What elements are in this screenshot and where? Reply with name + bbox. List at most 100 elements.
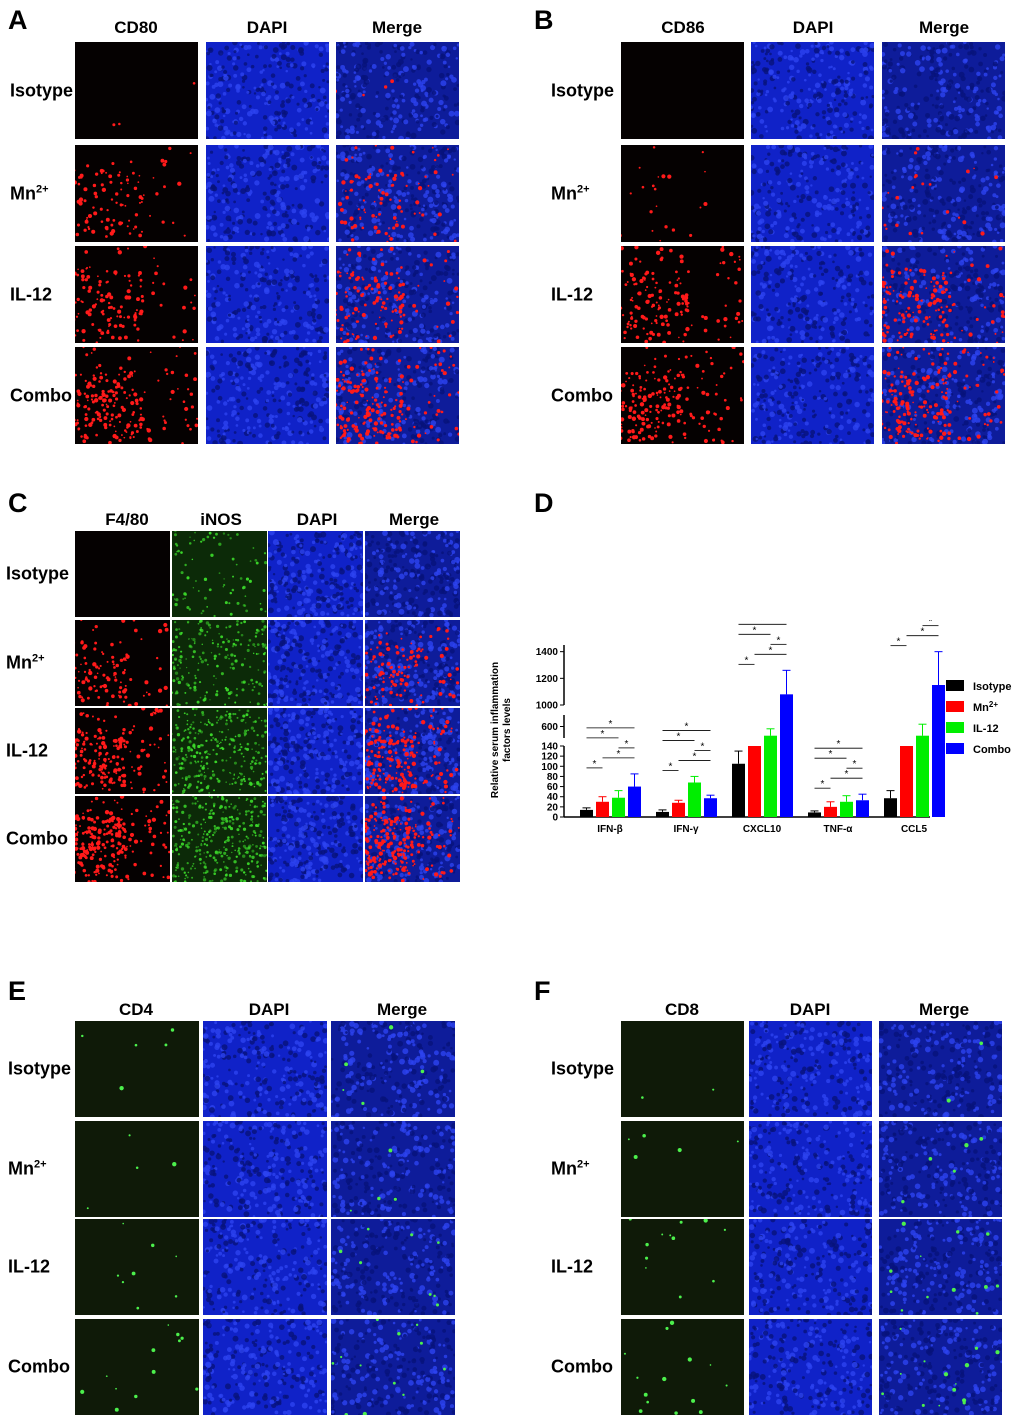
micrograph-dapi-isotype (206, 42, 329, 139)
bar (656, 811, 669, 817)
micrograph-dapi-isotype (268, 531, 363, 617)
micrograph-dapi-combo (203, 1319, 327, 1415)
micrograph-dapi-combo (206, 347, 329, 444)
significance-star: * (837, 739, 841, 750)
significance-star: * (929, 620, 933, 628)
micrograph-dapi-il-12 (751, 246, 874, 343)
y-tick-label: 40 (547, 792, 559, 803)
micrograph-dapi-combo (751, 347, 874, 444)
legend-swatch (946, 743, 964, 754)
y-tick-label: 1200 (536, 674, 559, 685)
column-header: DAPI (792, 18, 834, 37)
micrograph-cd86-il-12 (621, 246, 744, 343)
bar (596, 801, 609, 817)
y-tick-label: 100 (541, 762, 558, 773)
y-tick-label: 1000 (536, 701, 559, 712)
micrograph-merge-il-12 (879, 1219, 1002, 1315)
micrograph-cd4-isotype (75, 1021, 199, 1117)
significance-star: * (617, 749, 621, 760)
micrograph-dapi-mn (751, 145, 874, 242)
row-label: Combo (551, 1356, 613, 1377)
micrograph-cd86-combo (621, 347, 744, 444)
significance-star: * (761, 620, 765, 626)
y-axis-label: Relative serum inflammationfactors level… (490, 662, 513, 798)
micrograph-cd86-isotype (621, 42, 744, 139)
panel-letter-b: B (534, 5, 554, 35)
micrograph-merge-combo (331, 1319, 455, 1415)
row-label: Mn2+ (8, 1158, 47, 1179)
bar (840, 801, 853, 817)
row-label: Isotype (8, 1058, 72, 1079)
micrograph-f480-mn (75, 620, 170, 706)
micrograph-dapi-il-12 (203, 1219, 327, 1315)
significance-star: * (921, 627, 925, 638)
significance-star: * (669, 761, 673, 772)
micrograph-cd86-mn (621, 145, 744, 242)
significance-star: * (821, 779, 825, 790)
column-header: DAPI (296, 510, 338, 529)
row-label: Mn2+ (551, 183, 590, 203)
micrograph-f480-il-12 (75, 708, 170, 794)
micrograph-merge-combo (879, 1319, 1002, 1415)
micrograph-inos-isotype (172, 531, 267, 617)
micrograph-merge-combo (336, 347, 459, 444)
micrograph-dapi-il-12 (268, 708, 363, 794)
y-tick-label: 120 (541, 752, 558, 763)
legend-swatch (946, 722, 964, 733)
significance-star: * (685, 721, 689, 732)
panel-letter-c: C (8, 488, 28, 518)
micrograph-cd8-combo (621, 1319, 744, 1415)
column-header: Merge (376, 1000, 428, 1019)
column-header: Merge (388, 510, 440, 529)
micrograph-cd8-il-12 (621, 1219, 744, 1315)
significance-star: * (677, 731, 681, 742)
row-label: Isotype (6, 563, 70, 584)
bar (612, 797, 625, 817)
column-header: Merge (918, 18, 970, 37)
micrograph-merge-il-12 (365, 708, 460, 794)
micrograph-dapi-mn (203, 1121, 327, 1217)
bar (704, 798, 717, 817)
micrograph-merge-il-12 (331, 1219, 455, 1315)
micrograph-merge-isotype (882, 42, 1005, 139)
micrograph-merge-isotype (331, 1021, 455, 1117)
legend-swatch (946, 701, 964, 712)
micrograph-inos-il-12 (172, 708, 267, 794)
micrograph-cd8-isotype (621, 1021, 744, 1117)
micrograph-dapi-mn (268, 620, 363, 706)
bar (856, 800, 869, 817)
column-header: Merge (918, 1000, 970, 1019)
column-header: Merge (371, 18, 423, 37)
micrograph-cd80-isotype (75, 42, 198, 139)
column-header: DAPI (246, 18, 288, 37)
row-label: Combo (10, 385, 72, 405)
significance-star: * (609, 719, 613, 730)
micrograph-cd4-il-12 (75, 1219, 199, 1315)
y-tick-label: 80 (547, 772, 559, 783)
x-tick-label: TNF-α (824, 824, 854, 835)
row-label: Combo (551, 385, 613, 405)
legend-swatch (946, 680, 964, 691)
y-tick-label: 1400 (536, 647, 559, 658)
x-tick-label: CCL5 (901, 824, 928, 835)
row-label: IL-12 (6, 740, 49, 761)
significance-star: * (897, 637, 901, 648)
micrograph-merge-combo (882, 347, 1005, 444)
bar (732, 763, 745, 817)
micrograph-merge-mn (336, 145, 459, 242)
micrograph-dapi-isotype (751, 42, 874, 139)
panel-letter-a: A (8, 5, 28, 35)
x-tick-label: CXCL10 (743, 824, 782, 835)
significance-star: * (829, 749, 833, 760)
micrograph-merge-isotype (365, 531, 460, 617)
micrograph-merge-mn (879, 1121, 1002, 1217)
legend-label: IL-12 (973, 723, 999, 735)
row-label: Combo (6, 828, 68, 849)
row-label: IL-12 (10, 284, 53, 304)
micrograph-merge-combo (365, 796, 460, 882)
row-label: Combo (8, 1356, 70, 1377)
micrograph-cd8-mn (621, 1121, 744, 1217)
bar (884, 798, 897, 817)
y-tick-label: 140 (541, 742, 558, 753)
micrograph-dapi-combo (268, 796, 363, 882)
